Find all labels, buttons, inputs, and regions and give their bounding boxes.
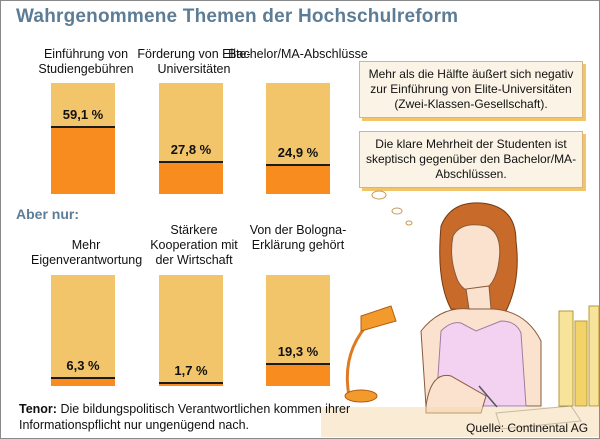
section-label: Aber nur: bbox=[16, 206, 79, 222]
category-label: Bachelor/MA-Abschlüsse bbox=[228, 47, 368, 61]
data-label: 27,8 % bbox=[170, 142, 212, 157]
bar: 27,8 % bbox=[159, 83, 223, 194]
bar-fill bbox=[159, 161, 223, 194]
data-label: 6,3 % bbox=[66, 358, 100, 373]
bar: 24,9 % bbox=[266, 83, 330, 194]
student-illustration bbox=[321, 190, 599, 437]
chart-title: Wahrgenommene Themen der Hochschulreform bbox=[16, 6, 459, 27]
bar: 59,1 % bbox=[51, 83, 115, 194]
data-label: 1,7 % bbox=[174, 363, 208, 378]
category-label: Von der Bologna-Erklärung gehört bbox=[223, 223, 373, 253]
bar-fill bbox=[266, 164, 330, 194]
bar: 19,3 % bbox=[266, 275, 330, 386]
category-label-text: Von der Bologna-Erklärung gehört bbox=[249, 223, 347, 252]
bar: 6,3 % bbox=[51, 275, 115, 386]
source-note: Quelle: Continental AG bbox=[466, 421, 589, 435]
tenor-body: Die bildungspolitisch Verantwortlichen k… bbox=[19, 402, 351, 432]
note-box-elite: Mehr als die Hälfte äußert sich negativ … bbox=[359, 61, 583, 118]
bar-fill bbox=[159, 382, 223, 386]
category-label: Einführung von Studiengebühren bbox=[38, 47, 134, 76]
category-label-text: Mehr Eigenverantwortung bbox=[31, 238, 143, 267]
data-label: 59,1 % bbox=[62, 107, 104, 122]
tenor-label: Tenor: bbox=[19, 402, 57, 416]
note-box-bachelor: Die klare Mehrheit der Studenten ist ske… bbox=[359, 131, 583, 188]
data-label: 19,3 % bbox=[277, 344, 319, 359]
bar-fill bbox=[51, 126, 115, 194]
bar-fill bbox=[51, 377, 115, 386]
category-label: Förderung von Elite-Universitäten bbox=[137, 47, 251, 76]
tenor-text: Tenor: Die bildungspolitisch Verantwortl… bbox=[19, 401, 359, 433]
category-label: Stärkere Kooperation mit der Wirtschaft bbox=[119, 223, 269, 268]
data-label: 24,9 % bbox=[277, 145, 319, 160]
category-label: Mehr Eigenverantwortung bbox=[11, 238, 161, 268]
category-label-text: Stärkere Kooperation mit der Wirtschaft bbox=[150, 223, 238, 267]
bar-fill bbox=[266, 363, 330, 386]
bar: 1,7 % bbox=[159, 275, 223, 386]
